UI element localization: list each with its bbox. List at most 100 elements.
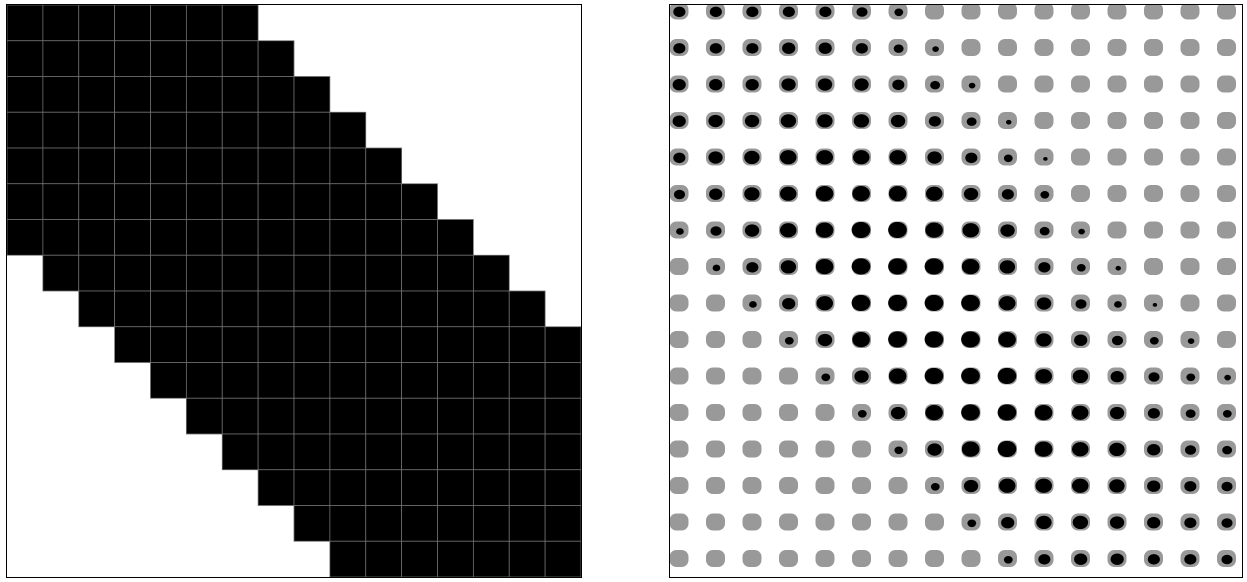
black-dot [1112, 335, 1123, 346]
black-dot [744, 114, 760, 128]
grid-cell-filled [508, 540, 546, 577]
grey-dot [779, 513, 798, 531]
grey-dot [925, 550, 944, 567]
grid-cell-filled [150, 290, 187, 328]
black-dot [1035, 369, 1052, 384]
grey-dot [742, 440, 762, 458]
grid-cell-filled [293, 362, 331, 399]
grid-cell-filled [114, 5, 151, 42]
grid-cell-filled [401, 362, 438, 399]
grid-cell-filled [544, 505, 581, 542]
black-dot [815, 222, 834, 238]
grey-dot [706, 331, 725, 348]
grey-dot [1107, 75, 1127, 93]
grid-cell-filled [329, 326, 367, 363]
grey-dot [706, 404, 725, 421]
grey-dot [852, 513, 871, 531]
black-dot [963, 187, 979, 201]
grid-cell-filled [185, 40, 223, 77]
black-dot [1184, 517, 1197, 529]
black-dot [999, 478, 1016, 493]
grid-cell-filled [365, 290, 403, 328]
black-dot [926, 186, 943, 201]
grey-dot [779, 550, 798, 567]
grey-dot [670, 477, 689, 494]
black-dot [894, 8, 904, 17]
grey-dot [1144, 112, 1163, 129]
black-dot [857, 410, 867, 418]
grey-dot [670, 550, 689, 567]
right-dot-grid-panel [669, 4, 1243, 578]
grey-dot [670, 294, 689, 312]
black-dot [1152, 303, 1158, 307]
black-dot [963, 479, 979, 493]
grid-cell-filled [293, 183, 331, 220]
grid-cell-filled [114, 147, 151, 185]
grid-cell-filled [78, 290, 116, 328]
black-dot [924, 294, 944, 312]
grey-dot [815, 550, 835, 567]
grid-cell-filled [365, 183, 403, 220]
grid-cell-filled [221, 183, 259, 220]
grey-dot [1107, 148, 1127, 166]
grid-cell-filled [185, 326, 223, 363]
grid-cell-filled [78, 147, 116, 185]
black-dot [782, 6, 795, 18]
grey-dot [961, 39, 981, 56]
grid-cell-filled [150, 362, 187, 399]
black-dot [1035, 478, 1052, 493]
grey-dot [779, 477, 798, 494]
grid-cell-filled [221, 5, 259, 42]
grey-dot [815, 477, 835, 494]
black-dot [927, 443, 942, 456]
grey-dot [1217, 331, 1236, 348]
black-dot [888, 258, 907, 275]
black-dot [816, 296, 833, 311]
right-dot-grid-svg [670, 5, 1236, 567]
black-dot [1221, 481, 1233, 492]
grid-cell-filled [472, 469, 510, 506]
grid-cell-filled [508, 290, 546, 328]
black-dot [1147, 480, 1161, 492]
grid-cell-filled [472, 540, 510, 577]
grey-dot [670, 513, 689, 531]
black-dot [1109, 406, 1125, 420]
black-dot [782, 298, 796, 310]
black-dot [854, 370, 869, 383]
grid-cell-filled [185, 219, 223, 256]
grid-cell-filled [293, 254, 331, 292]
black-dot [817, 78, 833, 91]
black-dot [676, 228, 684, 235]
black-dot [851, 294, 871, 312]
grey-dot [1217, 112, 1236, 129]
black-dot [1110, 371, 1124, 383]
grid-cell-filled [329, 183, 367, 220]
black-dot [856, 7, 868, 17]
grey-dot [888, 477, 908, 494]
left-grid-panel [6, 4, 582, 578]
grid-cell-filled [150, 326, 187, 363]
black-dot [818, 42, 832, 54]
grey-dot [1107, 221, 1127, 239]
black-dot [1110, 553, 1124, 565]
black-dot [854, 78, 869, 91]
grid-cell-filled [329, 433, 367, 471]
grey-dot [779, 440, 798, 458]
grid-cell-filled [365, 433, 403, 471]
grid-cell-filled [365, 540, 403, 577]
grid-cell-filled [401, 469, 438, 506]
grid-cell-filled [293, 469, 331, 506]
black-dot [712, 264, 721, 272]
black-dot [924, 331, 944, 348]
grid-cell-filled [365, 254, 403, 292]
black-dot [966, 117, 977, 126]
grey-dot [1180, 39, 1200, 56]
grey-dot [1071, 75, 1090, 93]
grey-dot [742, 550, 762, 567]
grid-cell-filled [42, 183, 80, 220]
grey-dot [706, 550, 725, 567]
grid-cell-filled [78, 111, 116, 149]
grid-cell-filled [293, 290, 331, 328]
black-dot [997, 367, 1017, 385]
grid-cell-filled [221, 76, 259, 113]
